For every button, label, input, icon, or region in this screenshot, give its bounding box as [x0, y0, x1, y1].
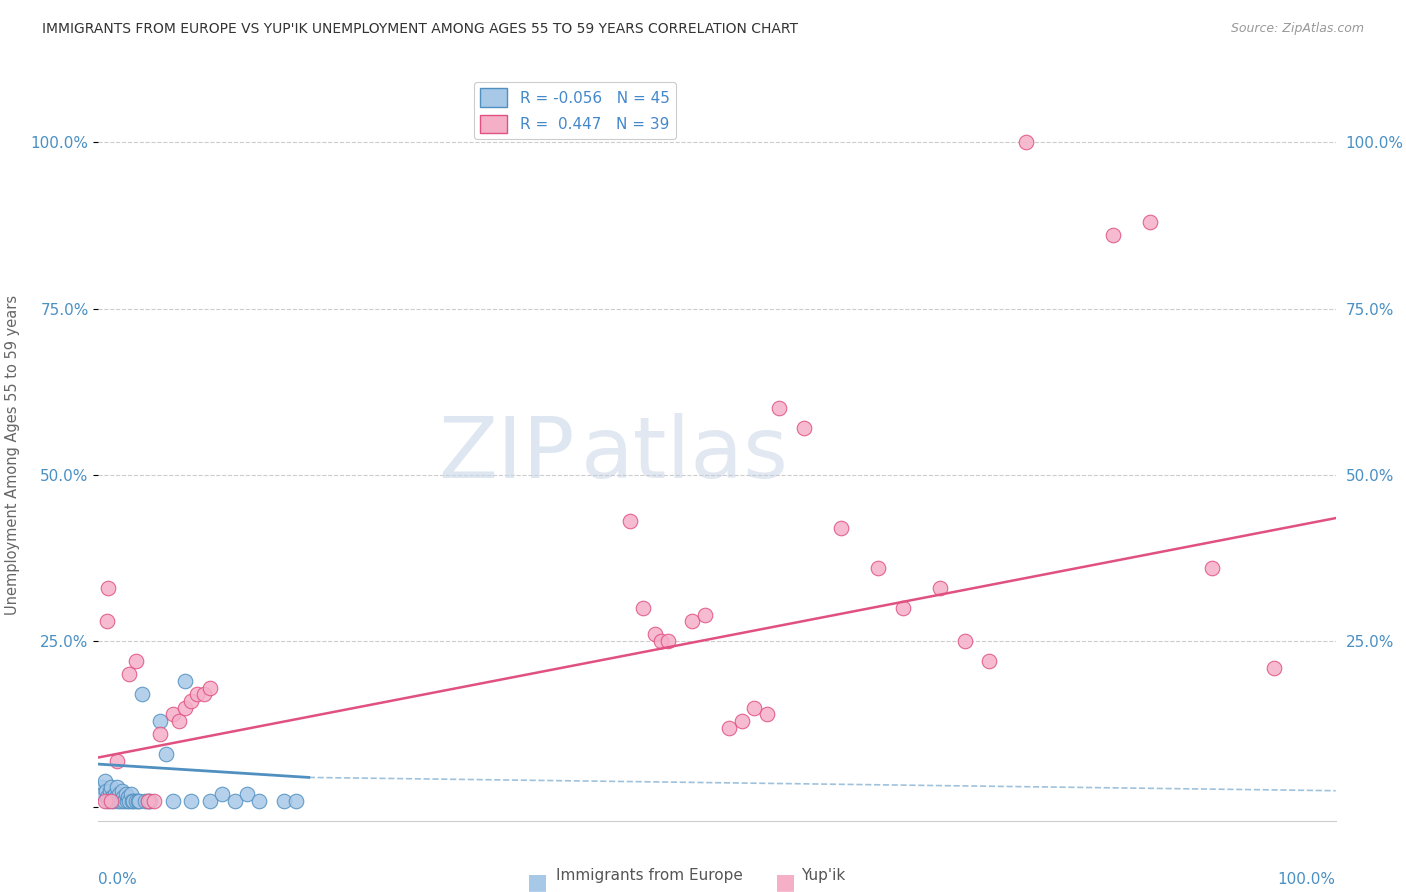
Point: [180, 694, 202, 708]
Point: [105, 754, 128, 768]
Point: [128, 794, 150, 808]
Point: [162, 707, 184, 722]
Point: [149, 727, 172, 741]
Point: [120, 787, 142, 801]
Point: [127, 794, 149, 808]
Point: [198, 681, 221, 695]
Point: [755, 707, 778, 722]
Point: [108, 787, 131, 801]
Point: [174, 673, 197, 688]
Point: [101, 790, 124, 805]
Point: [111, 783, 134, 797]
Point: [122, 794, 145, 808]
Point: [718, 721, 741, 735]
Point: [136, 794, 159, 808]
Point: [866, 561, 889, 575]
Point: [117, 790, 139, 805]
Legend: R = -0.056   N = 45, R =  0.447   N = 39: R = -0.056 N = 45, R = 0.447 N = 39: [474, 82, 676, 139]
Point: [97, 794, 120, 808]
Point: [139, 794, 162, 808]
Point: [103, 787, 125, 801]
Point: [1201, 561, 1223, 575]
Point: [124, 794, 146, 808]
Point: [114, 787, 136, 801]
Point: [928, 581, 950, 595]
Text: ZIP: ZIP: [439, 413, 575, 497]
Point: [631, 600, 654, 615]
Text: atlas: atlas: [581, 413, 789, 497]
Point: [830, 521, 852, 535]
Point: [681, 614, 703, 628]
Point: [650, 634, 672, 648]
Point: [112, 794, 135, 808]
Point: [174, 700, 197, 714]
Point: [793, 421, 815, 435]
Point: [110, 794, 132, 808]
Point: [149, 714, 172, 728]
Text: IMMIGRANTS FROM EUROPE VS YUP'IK UNEMPLOYMENT AMONG AGES 55 TO 59 YEARS CORRELAT: IMMIGRANTS FROM EUROPE VS YUP'IK UNEMPLO…: [42, 22, 799, 37]
Text: 0.0%: 0.0%: [98, 871, 138, 887]
Point: [104, 790, 127, 805]
Y-axis label: Unemployment Among Ages 55 to 59 years: Unemployment Among Ages 55 to 59 years: [4, 295, 20, 615]
Point: [162, 794, 184, 808]
Text: Yup'ik: Yup'ik: [801, 868, 845, 883]
Text: Immigrants from Europe: Immigrants from Europe: [557, 868, 744, 883]
Point: [134, 794, 156, 808]
Point: [103, 794, 125, 808]
Point: [193, 687, 215, 701]
Point: [100, 794, 122, 808]
Point: [124, 654, 146, 668]
Point: [115, 794, 138, 808]
Point: [979, 654, 1001, 668]
Point: [224, 794, 246, 808]
Point: [693, 607, 716, 622]
Point: [644, 627, 666, 641]
Point: [131, 687, 153, 701]
Point: [619, 515, 641, 529]
Point: [891, 600, 914, 615]
Point: [105, 780, 128, 795]
Point: [273, 794, 295, 808]
Point: [100, 780, 122, 795]
Point: [136, 794, 159, 808]
Point: [1102, 228, 1125, 243]
Point: [94, 783, 117, 797]
Text: ■: ■: [775, 871, 796, 892]
Text: 100.0%: 100.0%: [1278, 871, 1336, 887]
Point: [180, 794, 202, 808]
Text: ■: ■: [527, 871, 548, 892]
Point: [96, 614, 118, 628]
Point: [1015, 136, 1038, 150]
Point: [97, 581, 120, 595]
Point: [98, 783, 121, 797]
Point: [91, 780, 114, 795]
Point: [186, 687, 208, 701]
Point: [953, 634, 976, 648]
Point: [167, 714, 190, 728]
Point: [731, 714, 754, 728]
Point: [768, 401, 790, 416]
Point: [93, 794, 115, 808]
Point: [121, 794, 143, 808]
Point: [93, 773, 115, 788]
Point: [236, 787, 259, 801]
Point: [285, 794, 308, 808]
Point: [742, 700, 765, 714]
Point: [93, 787, 115, 801]
Point: [1139, 215, 1161, 229]
Point: [118, 667, 141, 681]
Point: [143, 794, 166, 808]
Point: [211, 787, 233, 801]
Point: [657, 634, 679, 648]
Point: [155, 747, 177, 761]
Point: [247, 794, 270, 808]
Point: [118, 794, 141, 808]
Point: [1263, 661, 1285, 675]
Point: [107, 794, 129, 808]
Text: Source: ZipAtlas.com: Source: ZipAtlas.com: [1230, 22, 1364, 36]
Point: [112, 790, 135, 805]
Point: [198, 794, 221, 808]
Point: [96, 790, 118, 805]
